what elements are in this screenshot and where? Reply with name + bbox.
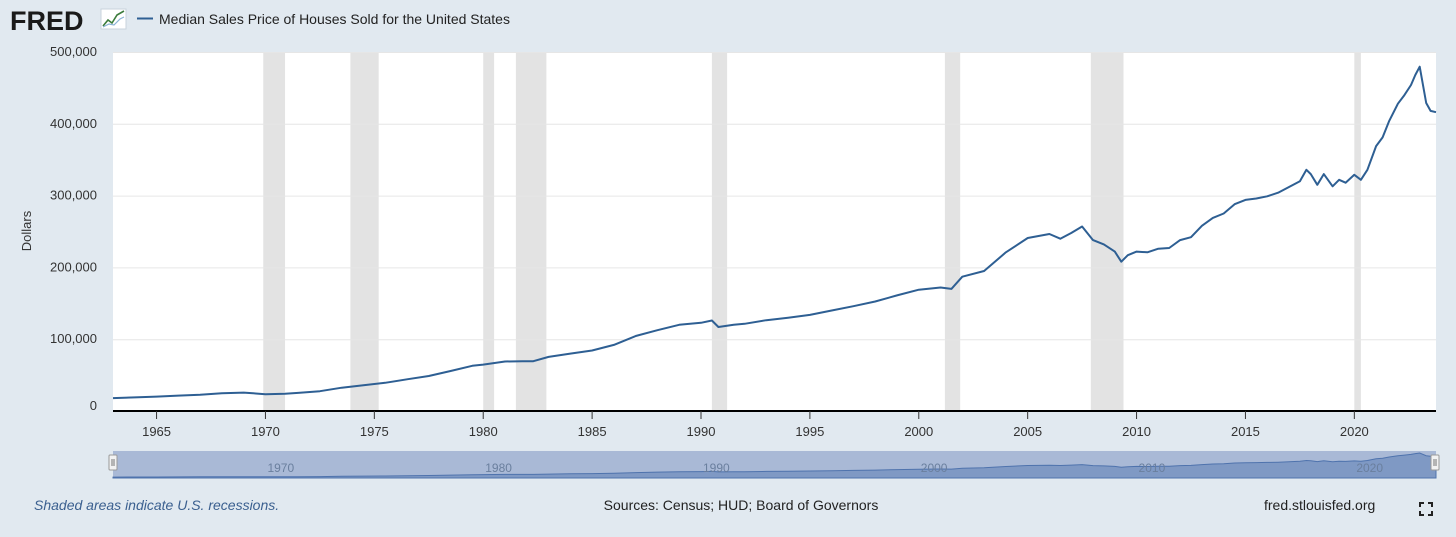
y-tick-label-4: 400,000 [50, 116, 97, 131]
x-tick-label-5: 1990 [687, 424, 716, 439]
sources-text: Sources: Census; HUD; Board of Governors [603, 497, 879, 513]
navigator-year-label-4: 2010 [1139, 461, 1166, 475]
x-tick-label-1: 1970 [251, 424, 280, 439]
plot-area [113, 52, 1436, 411]
gridlines [113, 52, 1436, 341]
navigator-left-handle[interactable] [108, 454, 118, 471]
x-tick-label-8: 2005 [1013, 424, 1042, 439]
y-axis: 0 100,000 200,000 300,000 400,000 500,000 [50, 44, 97, 413]
recession-band-4 [711, 52, 728, 411]
chart-title[interactable]: Median Sales Price of Houses Sold for th… [159, 11, 510, 27]
x-axis: 1965 1970 1975 1980 1985 1990 1995 2000 2005 2010… [142, 411, 1369, 439]
x-tick-label-3: 1980 [469, 424, 498, 439]
y-tick-label-0: 0 [90, 398, 97, 413]
fullscreen-icon[interactable] [1419, 502, 1433, 516]
site-url-link[interactable]: fred.stlouisfed.org [1264, 497, 1376, 513]
navigator-area [112, 452, 1437, 479]
y-tick-label-1: 100,000 [50, 331, 97, 346]
x-tick-label-11: 2020 [1340, 424, 1369, 439]
recession-band-7 [1354, 52, 1361, 411]
x-tick-label-9: 2010 [1122, 424, 1151, 439]
recession-band-5 [944, 52, 961, 411]
x-tick-label-2: 1975 [360, 424, 389, 439]
x-tick-label-10: 2015 [1231, 424, 1260, 439]
median-price-series-line[interactable] [112, 65, 1437, 400]
recession-band-2 [483, 52, 495, 411]
y-axis-label: Dollars [19, 210, 34, 251]
recession-band-1 [350, 52, 379, 411]
navigator-year-label-3: 2000 [921, 461, 948, 475]
x-tick-label-6: 1995 [795, 424, 824, 439]
recession-shading [263, 52, 1361, 411]
recession-band-0 [263, 52, 286, 411]
x-tick-label-4: 1985 [578, 424, 607, 439]
recession-band-3 [515, 52, 547, 411]
navigator-right-handle[interactable] [1430, 454, 1440, 471]
navigator-year-label-1: 1980 [485, 461, 512, 475]
x-tick-label-0: 1965 [142, 424, 171, 439]
x-tick-label-7: 2000 [904, 424, 933, 439]
navigator-year-label-2: 1990 [703, 461, 730, 475]
navigator-year-label-5: 2020 [1356, 461, 1383, 475]
navigator-year-label-0: 1970 [267, 461, 294, 475]
navigator-year-labels: 1970 1980 1990 2000 2010 2020 [267, 461, 1383, 475]
fred-logo-graph-icon [100, 8, 127, 30]
recession-band-6 [1090, 52, 1124, 411]
y-tick-label-3: 300,000 [50, 188, 97, 203]
y-tick-label-5: 500,000 [50, 44, 97, 59]
recession-note: Shaded areas indicate U.S. recessions. [34, 497, 280, 513]
fred-logo[interactable]: FRED [10, 6, 84, 36]
y-tick-label-2: 200,000 [50, 259, 97, 274]
